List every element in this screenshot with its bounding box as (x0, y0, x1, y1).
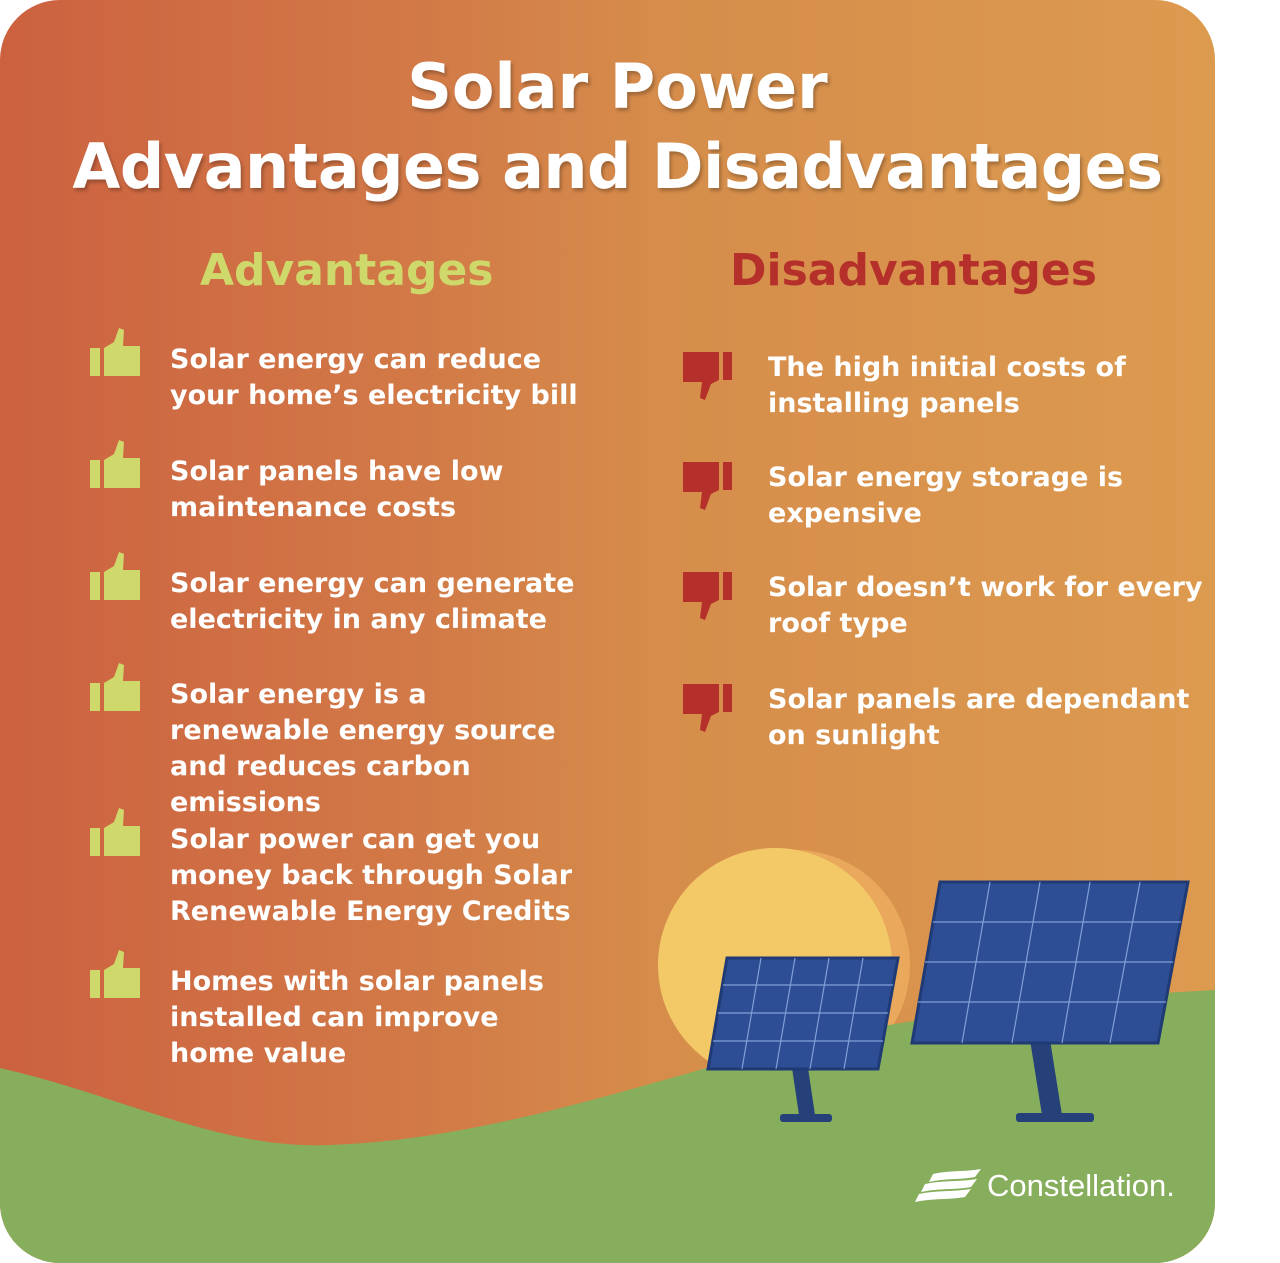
thumbs-up-icon (90, 552, 140, 600)
advantage-item: Solar energy is a renewable energy sourc… (90, 663, 590, 821)
title-line-1: Solar Power (407, 50, 828, 123)
disadvantage-item-text: Solar energy storage is expensive (768, 462, 1124, 529)
advantage-item: Solar power can get you money back throu… (90, 808, 590, 930)
thumbs-up-icon (90, 328, 140, 376)
disadvantage-item: Solar panels are dependant on sunlight (683, 682, 1208, 754)
thumbs-up-icon (90, 440, 140, 488)
advantage-item: Solar energy can reduce your home’s elec… (90, 328, 590, 414)
thumbs-up-icon (90, 808, 140, 856)
advantage-item-text: Solar energy can generate electricity in… (170, 568, 575, 635)
title-line-2: Advantages and Disadvantages (72, 130, 1163, 203)
thumbs-down-icon (683, 352, 732, 400)
advantage-item: Solar energy can generate electricity in… (90, 552, 590, 638)
thumbs-down-icon (683, 572, 732, 620)
advantage-item-text: Solar panels have low maintenance costs (170, 456, 504, 523)
advantage-item: Homes with solar panels installed can im… (90, 950, 590, 1072)
infographic-card: Solar Power Advantages and Disadvantages… (0, 0, 1215, 1263)
advantage-item: Solar panels have low maintenance costs (90, 440, 590, 526)
disadvantage-item: Solar energy storage is expensive (683, 460, 1208, 532)
advantage-item-text: Homes with solar panels installed can im… (170, 966, 545, 1069)
disadvantage-item: The high initial costs of installing pan… (683, 350, 1208, 422)
logo-wave-icon (915, 1169, 981, 1202)
brand-name: Constellation. (987, 1168, 1175, 1203)
disadvantage-item-text: Solar doesn’t work for every roof type (768, 572, 1203, 639)
disadvantage-item: Solar doesn’t work for every roof type (683, 570, 1208, 642)
advantage-item-text: Solar energy is a renewable energy sourc… (170, 679, 556, 818)
large-solar-panel (910, 880, 1190, 1122)
scene-illustration (0, 848, 1215, 1263)
thumbs-down-icon (683, 684, 732, 732)
small-solar-panel (706, 956, 900, 1122)
advantage-item-text: Solar power can get you money back throu… (170, 824, 573, 927)
thumbs-up-icon (90, 663, 140, 711)
advantages-heading: Advantages (200, 245, 494, 296)
advantage-item-text: Solar energy can reduce your home’s elec… (170, 344, 578, 411)
thumbs-up-icon (90, 950, 140, 998)
disadvantage-item-text: Solar panels are dependant on sunlight (768, 684, 1190, 751)
disadvantage-item-text: The high initial costs of installing pan… (768, 352, 1126, 419)
green-hill (0, 990, 1215, 1263)
thumbs-down-icon (683, 462, 732, 510)
disadvantages-heading: Disadvantages (730, 245, 1097, 296)
constellation-logo: Constellation. (915, 1168, 1175, 1204)
